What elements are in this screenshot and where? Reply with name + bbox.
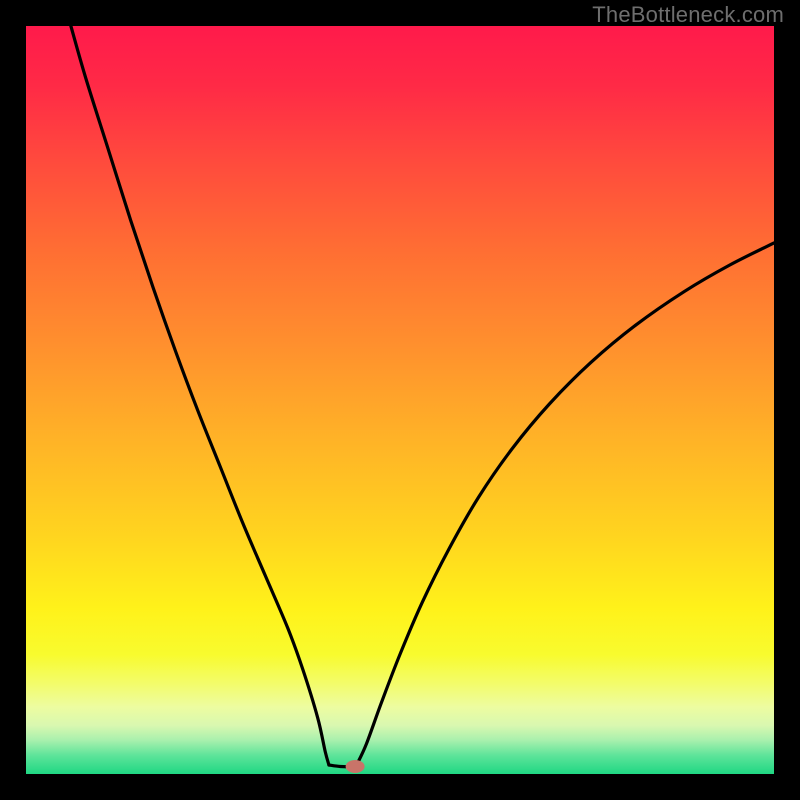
chart-svg: [0, 0, 800, 800]
minimum-marker: [346, 761, 364, 773]
plot-area: [26, 26, 774, 774]
chart-container: TheBottleneck.com: [0, 0, 800, 800]
watermark-text: TheBottleneck.com: [592, 2, 784, 28]
